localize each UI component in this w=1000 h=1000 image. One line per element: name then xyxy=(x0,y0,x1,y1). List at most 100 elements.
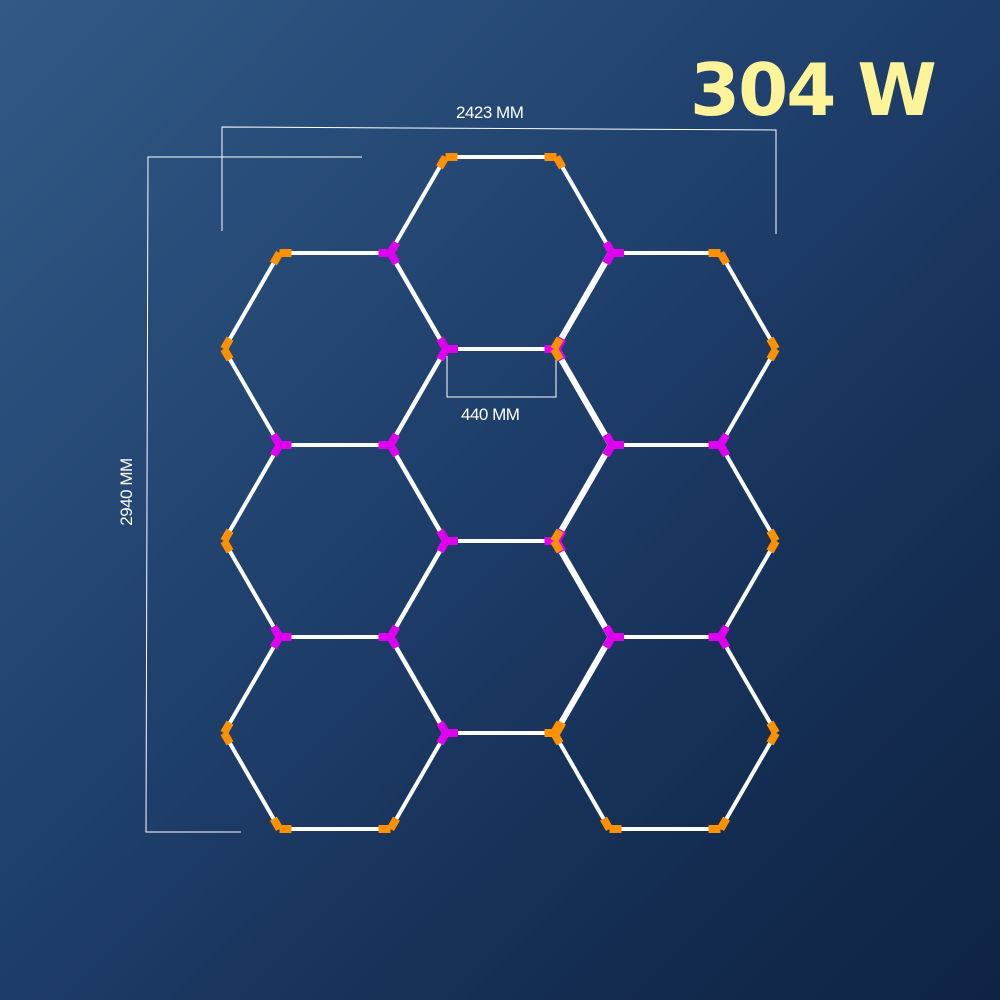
connector-arm xyxy=(436,538,450,554)
inner-connector xyxy=(708,624,730,650)
light-tube xyxy=(222,251,282,351)
light-tube xyxy=(552,443,612,543)
connector-arm xyxy=(602,442,616,458)
connector-arm xyxy=(550,538,564,554)
connector-arm xyxy=(270,624,283,640)
light-tube xyxy=(388,443,448,543)
connector-arm xyxy=(766,720,780,736)
light-tube xyxy=(718,443,778,543)
light-tube xyxy=(388,635,448,735)
light-tube xyxy=(388,347,448,447)
connector-arm xyxy=(270,816,283,832)
connector-arm xyxy=(387,432,400,448)
connectors xyxy=(220,153,780,833)
light-tube xyxy=(554,539,614,639)
connector-arm xyxy=(602,634,616,650)
light-tube xyxy=(388,251,448,351)
corner-connector xyxy=(708,816,730,833)
height-label: 2940 MM xyxy=(117,458,136,526)
connector-arm xyxy=(270,634,283,650)
height-dimension-line xyxy=(145,156,362,833)
light-tube xyxy=(552,251,612,351)
light-tube xyxy=(552,347,612,447)
corner-connector xyxy=(378,816,400,833)
light-tube xyxy=(554,155,614,255)
connector-arm xyxy=(387,634,400,650)
light-tube xyxy=(388,539,448,639)
inner-connector xyxy=(378,624,400,650)
corner-connector xyxy=(436,153,458,170)
light-tube xyxy=(222,347,282,447)
corner-connector xyxy=(270,816,292,833)
connector-arm xyxy=(717,624,730,640)
corner-connector xyxy=(544,153,566,170)
inner-connector xyxy=(378,432,400,458)
connector-arm xyxy=(550,720,564,736)
connector-arm xyxy=(717,250,730,266)
inner-connector xyxy=(602,432,624,458)
light-tube xyxy=(552,731,612,831)
connector-arm xyxy=(220,528,234,544)
light-tube xyxy=(388,155,448,255)
connector-arm xyxy=(220,336,234,352)
inner-connector xyxy=(602,240,624,266)
light-tube xyxy=(554,635,614,735)
corner-connector xyxy=(766,336,780,362)
inner-connector xyxy=(708,432,730,458)
corner-connector xyxy=(220,336,234,362)
power-rating: 304 W xyxy=(690,48,937,132)
connector-arm xyxy=(387,240,400,256)
connector-arm xyxy=(436,730,450,746)
light-tube xyxy=(718,347,778,447)
corner-connector xyxy=(220,720,234,746)
connector-arm xyxy=(550,730,564,746)
connector-arm xyxy=(220,538,234,554)
connector-arm xyxy=(766,528,780,544)
connector-arm xyxy=(387,816,400,832)
connector-arm xyxy=(553,154,566,170)
inner-connector xyxy=(378,240,400,266)
light-tube xyxy=(222,635,282,735)
connector-arm xyxy=(436,346,450,362)
inner-connector xyxy=(436,528,458,554)
light-tube xyxy=(222,443,282,543)
connector-arm xyxy=(436,336,450,352)
connector-arm xyxy=(550,528,564,544)
connector-arm xyxy=(717,432,730,448)
corner-connector xyxy=(708,249,730,266)
connector-arm xyxy=(270,250,283,266)
corner-connector xyxy=(270,249,292,266)
connector-arm xyxy=(600,816,613,832)
hex-tubes xyxy=(222,155,778,831)
connector-arm xyxy=(602,624,616,640)
light-tube xyxy=(718,635,778,735)
corner-connector xyxy=(220,528,234,554)
width-label: 2423 MM xyxy=(456,103,524,122)
inner-connector xyxy=(270,624,292,650)
connector-arm xyxy=(387,624,400,640)
connector-arm xyxy=(766,538,780,554)
light-tube xyxy=(222,731,282,831)
light-tube xyxy=(552,539,612,639)
dimension-lines xyxy=(145,126,777,833)
corner-connector xyxy=(766,720,780,746)
connector-arm xyxy=(220,730,234,746)
corner-connector xyxy=(550,528,564,554)
corner-connector xyxy=(550,720,564,746)
connector-arm xyxy=(270,442,283,458)
inner-connector xyxy=(436,336,458,362)
light-tube xyxy=(554,347,614,447)
corner-connector xyxy=(550,336,564,362)
light-tube xyxy=(388,731,448,831)
connector-arm xyxy=(550,346,564,362)
connector-arm xyxy=(436,720,450,736)
light-tube xyxy=(718,251,778,351)
connector-arm xyxy=(550,336,564,352)
light-tube xyxy=(552,635,612,735)
connector-arm xyxy=(766,336,780,352)
connector-arm xyxy=(387,442,400,458)
connector-arm xyxy=(436,154,449,170)
connector-arm xyxy=(766,346,780,362)
inner-connector xyxy=(436,720,458,746)
